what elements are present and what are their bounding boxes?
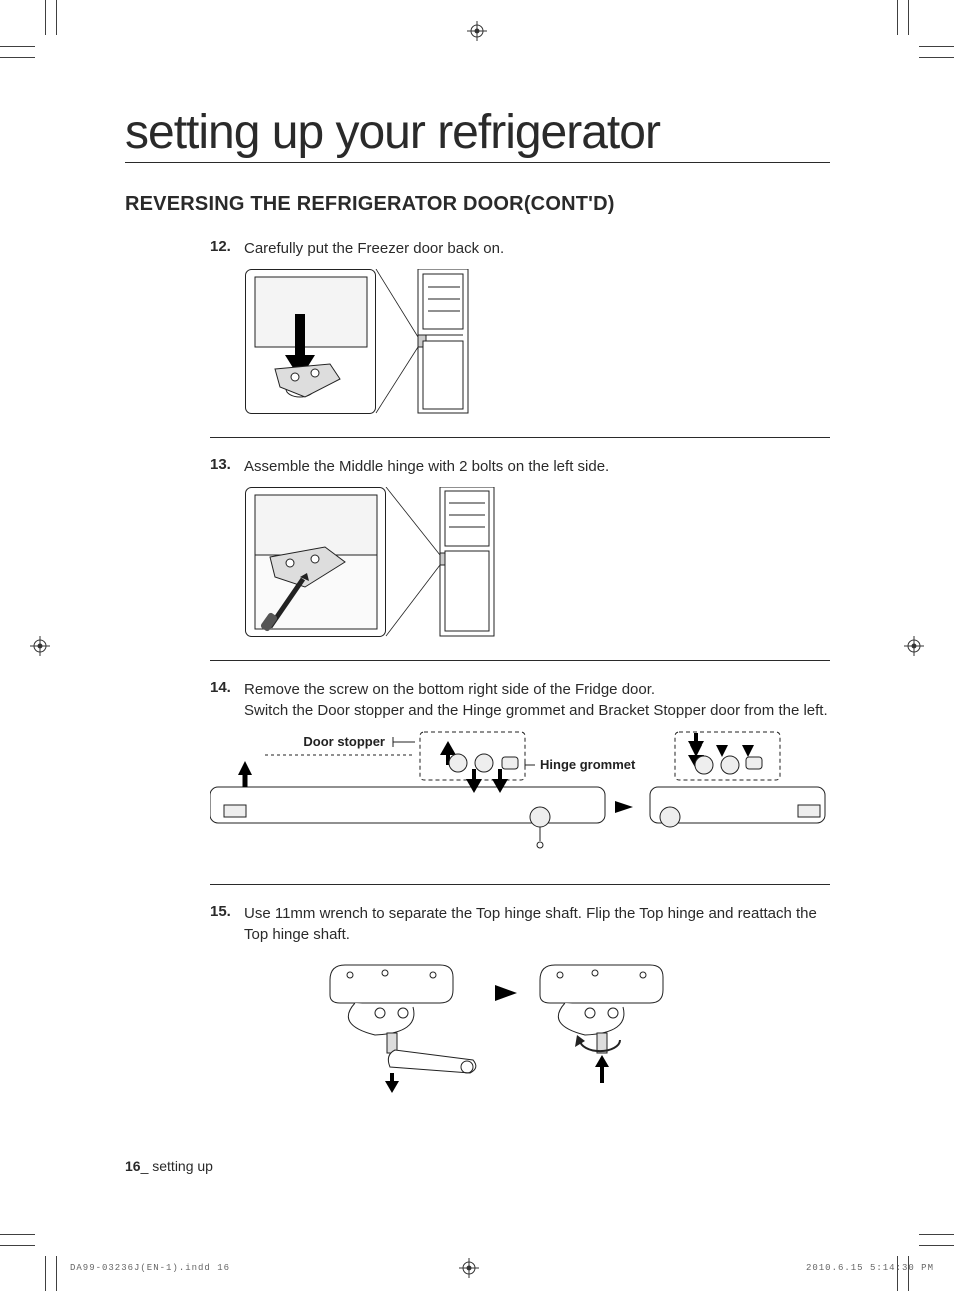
- step-15: 15. Use 11mm wrench to separate the Top …: [125, 903, 830, 945]
- crop-mark: [45, 0, 46, 35]
- crop-mark: [908, 0, 909, 35]
- step-number: 13.: [210, 456, 238, 477]
- step-14: 14. Remove the screw on the bottom right…: [125, 679, 830, 721]
- crop-mark: [919, 46, 954, 47]
- figure-step-15: [325, 955, 830, 1100]
- registration-mark-icon: [459, 1258, 479, 1278]
- divider: [210, 437, 830, 438]
- crop-mark: [0, 46, 35, 47]
- step-12: 12. Carefully put the Freezer door back …: [125, 238, 830, 259]
- section-heading: REVERSING THE REFRIGERATOR DOOR(CONT'D): [125, 193, 830, 216]
- crop-mark: [919, 57, 954, 58]
- crop-mark: [56, 1256, 57, 1291]
- label-hinge-grommet: Hinge grommet: [540, 757, 636, 772]
- divider: [210, 660, 830, 661]
- crop-mark: [897, 1256, 898, 1291]
- page-footer: 16_ setting up: [125, 1158, 213, 1174]
- page-number: 16: [125, 1158, 141, 1174]
- page-title: setting up your refrigerator: [125, 105, 830, 163]
- crop-mark: [919, 1245, 954, 1246]
- registration-mark-icon: [30, 636, 50, 656]
- footer-section: _ setting up: [141, 1158, 213, 1174]
- crop-mark: [45, 1256, 46, 1291]
- figure-step-14: Door stopper: [210, 731, 830, 866]
- crop-mark: [908, 1256, 909, 1291]
- step-13: 13. Assemble the Middle hinge with 2 bol…: [125, 456, 830, 477]
- step-number: 12.: [210, 238, 238, 259]
- label-door-stopper: Door stopper: [303, 734, 385, 749]
- step-text: Carefully put the Freezer door back on.: [244, 238, 830, 259]
- divider: [210, 884, 830, 885]
- imprint-date: 2010.6.15 5:14:30 PM: [806, 1263, 934, 1273]
- registration-mark-icon: [467, 21, 487, 41]
- crop-mark: [897, 0, 898, 35]
- step-text: Use 11mm wrench to separate the Top hing…: [244, 903, 830, 945]
- step-text: Assemble the Middle hinge with 2 bolts o…: [244, 456, 830, 477]
- crop-mark: [56, 0, 57, 35]
- imprint-filename: DA99-03236J(EN-1).indd 16: [70, 1263, 230, 1273]
- crop-mark: [0, 1245, 35, 1246]
- step-number: 14.: [210, 679, 238, 721]
- registration-mark-icon: [904, 636, 924, 656]
- step-text: Remove the screw on the bottom right sid…: [244, 679, 830, 721]
- crop-mark: [0, 1234, 35, 1235]
- figure-step-13: [245, 487, 830, 642]
- crop-mark: [0, 57, 35, 58]
- page-content: setting up your refrigerator REVERSING T…: [125, 105, 830, 1114]
- crop-mark: [919, 1234, 954, 1235]
- figure-step-12: [245, 269, 830, 419]
- step-number: 15.: [210, 903, 238, 945]
